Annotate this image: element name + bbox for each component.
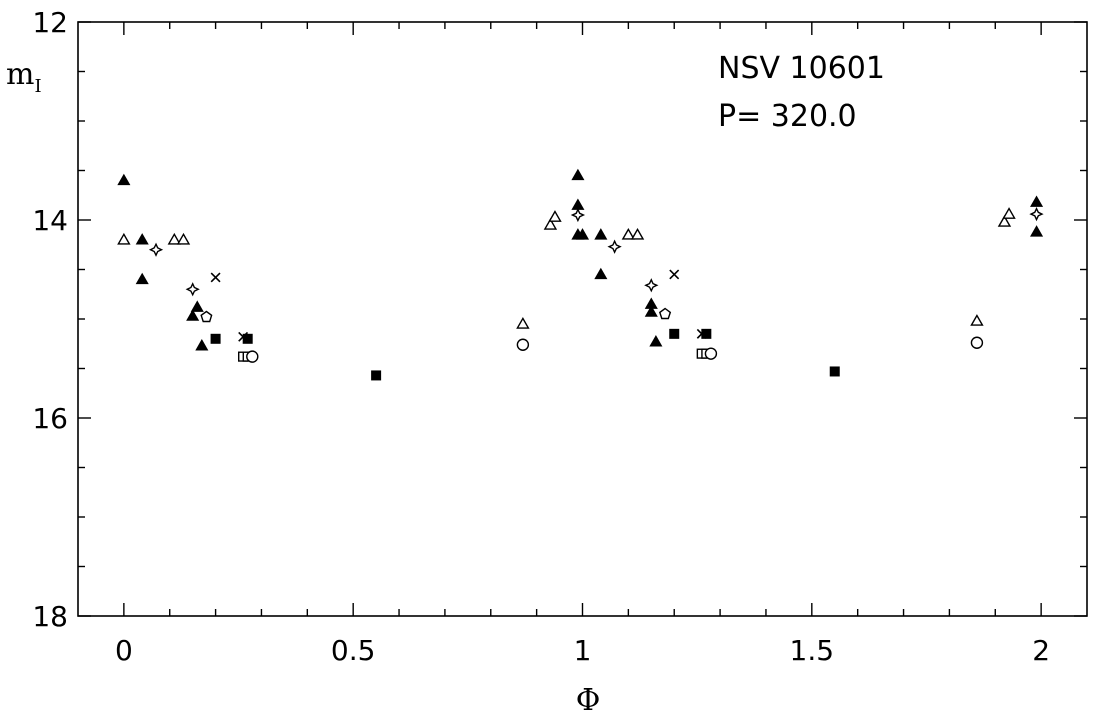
data-point-open-pentagon — [200, 310, 213, 323]
data-point-filled-triangle — [135, 233, 149, 245]
y-tick-label: 12 — [32, 6, 68, 39]
data-point-filled-square — [210, 333, 221, 344]
data-point-filled-triangle — [195, 339, 209, 351]
data-point-filled-triangle — [644, 305, 658, 317]
x-tick-label: 1.5 — [790, 634, 835, 667]
data-point-open-triangle — [516, 317, 530, 329]
data-point-open-triangle — [548, 210, 562, 222]
data-point-open-triangle — [117, 232, 131, 245]
data-point-open-circle — [970, 336, 984, 349]
data-point-open-triangle — [630, 227, 645, 240]
y-axis-label-main: m — [6, 57, 34, 92]
data-point-filled-triangle — [190, 300, 204, 312]
data-point-filled-triangle — [571, 168, 585, 181]
data-point-open-circle — [246, 350, 259, 363]
x-tick-label: 2 — [1032, 634, 1050, 667]
data-point-open-star — [1029, 206, 1044, 222]
data-point-filled-triangle — [594, 228, 608, 240]
x-tick-label: 0 — [115, 634, 133, 667]
data-point-filled-triangle — [117, 173, 131, 186]
ticks-layer: 0 0.5 1 1.5 2 12 14 16 18 — [32, 6, 1087, 667]
data-point-open-star — [148, 242, 164, 257]
data-point-open-triangle — [970, 314, 984, 326]
data-point-open-star — [644, 278, 659, 293]
data-point-open-circle — [704, 347, 718, 360]
y-tick-label: 16 — [32, 402, 68, 435]
data-point-filled-triangle — [571, 198, 585, 210]
data-point-filled-square — [701, 328, 712, 339]
x-tick-label: 1 — [574, 634, 592, 667]
data-point-filled-triangle — [649, 335, 663, 347]
x-tick-label: 0.5 — [331, 634, 376, 667]
data-point-open-circle — [516, 338, 530, 351]
data-point-open-star — [185, 282, 200, 297]
data-points-layer — [117, 168, 1044, 381]
data-point-open-star — [570, 207, 586, 223]
data-point-open-triangle — [167, 232, 182, 245]
data-point-open-triangle — [621, 227, 636, 240]
star-name-annotation: NSV 10601 — [718, 51, 885, 86]
data-point-open-triangle — [543, 218, 558, 230]
period-annotation: P= 320.0 — [718, 99, 857, 134]
data-point-filled-triangle — [594, 267, 608, 280]
y-axis-label-sub: I — [34, 76, 41, 97]
y-tick-label: 18 — [32, 600, 68, 633]
data-point-open-star — [607, 239, 622, 254]
data-point-filled-square — [829, 366, 840, 377]
data-point-filled-triangle — [135, 272, 149, 285]
data-point-filled-square — [242, 333, 253, 344]
plot-frame — [77, 21, 1088, 617]
y-tick-label: 14 — [32, 204, 68, 237]
data-point-filled-triangle — [186, 309, 200, 321]
data-point-open-pentagon — [658, 307, 672, 320]
data-point-cross — [669, 269, 680, 280]
data-point-filled-triangle — [1030, 195, 1044, 207]
data-point-open-triangle — [176, 232, 191, 245]
y-axis-label: mI — [6, 57, 42, 97]
data-point-filled-triangle — [575, 228, 590, 240]
x-axis-label: Φ — [576, 683, 601, 718]
data-point-filled-square — [669, 328, 680, 339]
data-point-open-triangle — [1002, 207, 1016, 219]
data-point-cross — [210, 272, 221, 283]
data-point-open-triangle — [997, 215, 1012, 227]
data-point-filled-triangle — [644, 297, 658, 309]
data-point-filled-square — [371, 370, 382, 381]
data-point-filled-triangle — [1030, 225, 1044, 237]
